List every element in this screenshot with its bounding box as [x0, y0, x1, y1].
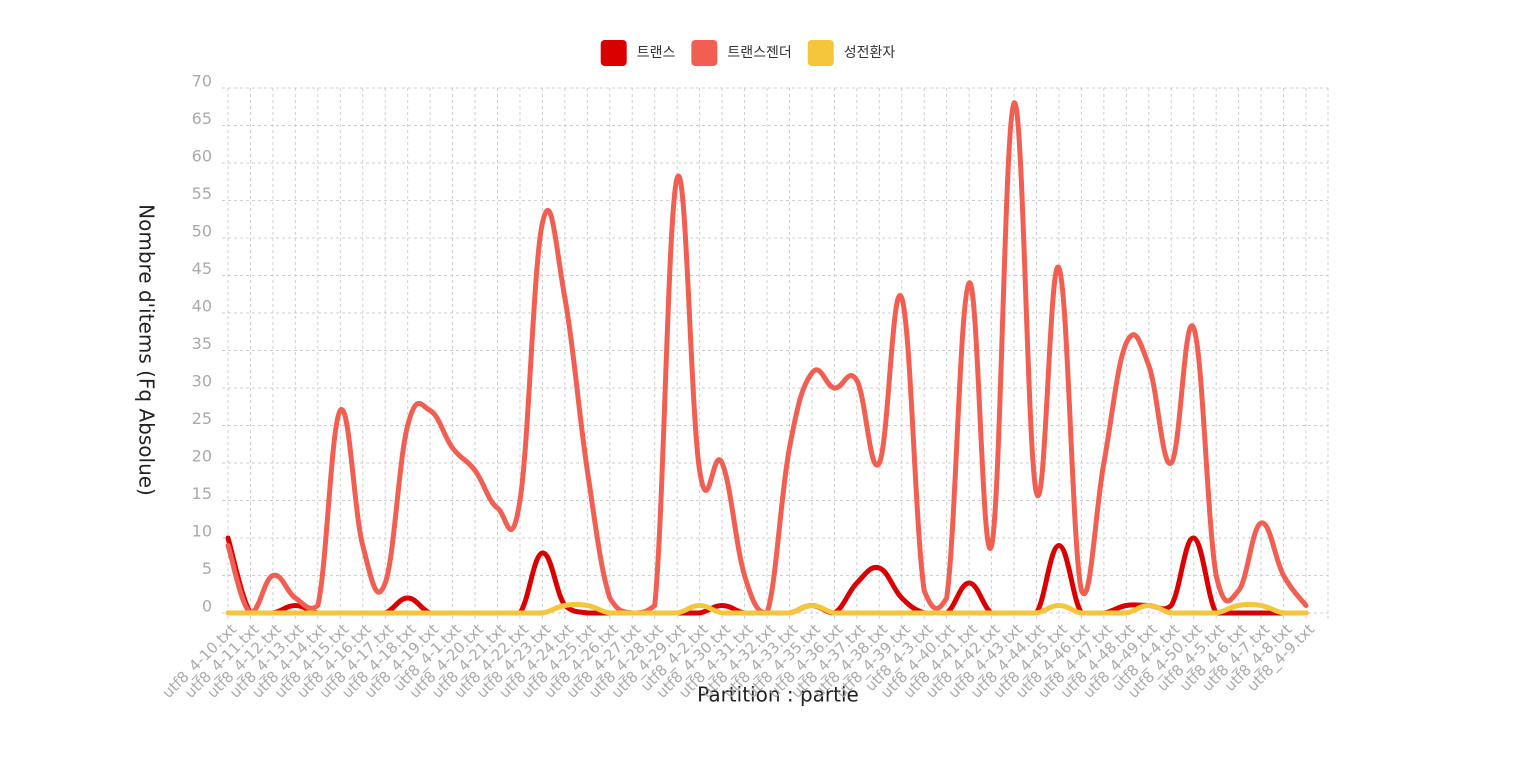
legend-item: 성전환자	[807, 40, 896, 66]
legend-item: 트랜스젠더	[691, 40, 792, 66]
y-tick-label: 25	[192, 409, 212, 428]
y-tick-label: 60	[192, 147, 212, 166]
y-tick-label: 30	[192, 372, 212, 391]
legend-label: 성전환자	[844, 45, 896, 61]
legend-item: 트랜스	[600, 40, 676, 66]
y-axis-title: Nombre d'items (Fq Absolue)	[135, 204, 159, 496]
y-tick-label: 50	[192, 222, 212, 241]
legend-swatch	[807, 40, 834, 66]
y-tick-label: 70	[192, 72, 212, 91]
y-tick-label: 65	[192, 109, 212, 128]
y-tick-label: 0	[202, 597, 212, 616]
y-tick-label: 20	[192, 447, 212, 466]
legend-swatch	[600, 40, 627, 66]
series-line	[225, 601, 1309, 616]
y-tick-label: 45	[192, 259, 212, 278]
y-tick-label: 55	[192, 184, 212, 203]
series-line	[225, 100, 1309, 616]
legend-label: 트랜스	[637, 45, 676, 61]
y-tick-label: 10	[192, 522, 212, 541]
x-axis-title: Partition : partie	[697, 683, 859, 707]
y-tick-label: 35	[192, 334, 212, 353]
y-tick-label: 5	[202, 559, 212, 578]
y-tick-label: 40	[192, 297, 212, 316]
y-tick-label: 15	[192, 484, 212, 503]
legend-label: 트랜스젠더	[727, 45, 791, 61]
legend-swatch	[691, 40, 718, 66]
